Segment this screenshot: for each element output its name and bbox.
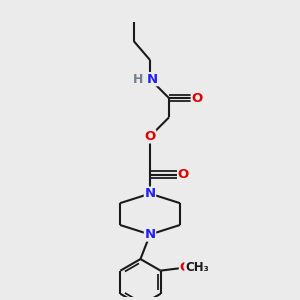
- Text: O: O: [179, 261, 191, 274]
- Text: CH₃: CH₃: [185, 261, 209, 274]
- Text: N: N: [144, 228, 156, 241]
- Text: N: N: [147, 73, 158, 85]
- Text: O: O: [191, 92, 203, 105]
- Text: N: N: [144, 187, 156, 200]
- Text: H: H: [133, 73, 143, 85]
- Text: O: O: [178, 168, 189, 181]
- Text: O: O: [144, 130, 156, 143]
